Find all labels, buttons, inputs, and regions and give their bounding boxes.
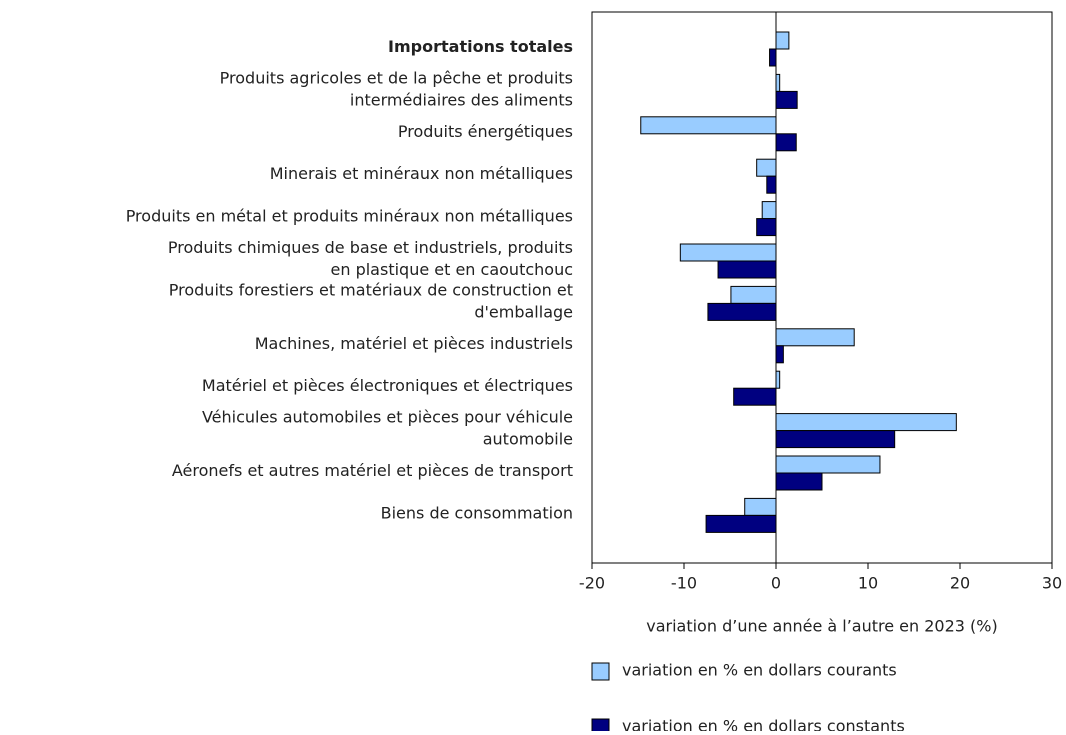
bar — [775, 90, 798, 109]
y-tick-label: Minerais et minéraux non métalliques — [270, 164, 573, 183]
legend-swatch — [591, 718, 610, 735]
bar — [761, 201, 777, 220]
bar — [705, 514, 777, 533]
bar — [766, 175, 777, 194]
x-tick-label: 10 — [858, 574, 878, 593]
bar — [775, 413, 957, 432]
plot-frame — [591, 11, 1053, 564]
bar — [775, 73, 781, 92]
y-tick-label: Véhicules automobiles et pièces pour véh… — [202, 407, 573, 448]
bar — [775, 472, 823, 491]
x-tick-label: -20 — [579, 574, 605, 593]
x-tick-label: 20 — [950, 574, 970, 593]
bar — [775, 455, 881, 474]
y-tick-label: Machines, matériel et pièces industriels — [255, 333, 573, 352]
x-tick-label: -10 — [671, 574, 697, 593]
x-tick-label: 30 — [1042, 574, 1062, 593]
bar — [775, 133, 797, 152]
bar — [775, 430, 896, 449]
bar — [756, 158, 777, 177]
legend-label: variation en % en dollars constants — [622, 717, 905, 732]
x-tick-label: 0 — [771, 574, 781, 593]
bar — [707, 302, 777, 321]
y-tick-label: Produits agricoles et de la pêche et pro… — [220, 68, 573, 109]
y-tick-label: Produits en métal et produits minéraux n… — [126, 206, 573, 225]
bar — [744, 497, 777, 516]
bar — [756, 218, 777, 237]
bar — [717, 260, 777, 279]
bar — [679, 243, 777, 262]
bar — [775, 370, 781, 389]
bar — [769, 48, 777, 67]
bar — [775, 328, 855, 347]
bar — [733, 387, 777, 406]
y-tick-label: Biens de consommation — [381, 503, 573, 522]
x-axis-label: variation d’une année à l’autre en 2023 … — [646, 617, 998, 636]
y-tick-label: Importations totales — [388, 37, 573, 56]
legend-label: variation en % en dollars courants — [622, 661, 897, 680]
y-tick-label: Produits énergétiques — [398, 121, 573, 140]
bar — [775, 345, 784, 364]
y-tick-label: Produits chimiques de base et industriel… — [168, 238, 573, 279]
legend-swatch — [591, 662, 610, 681]
y-tick-label: Produits forestiers et matériaux de cons… — [169, 280, 573, 321]
bar — [640, 116, 777, 135]
y-tick-label: Matériel et pièces électroniques et élec… — [202, 376, 573, 395]
bar — [730, 285, 777, 304]
y-tick-label: Aéronefs et autres matériel et pièces de… — [172, 461, 573, 480]
bar — [775, 31, 790, 50]
